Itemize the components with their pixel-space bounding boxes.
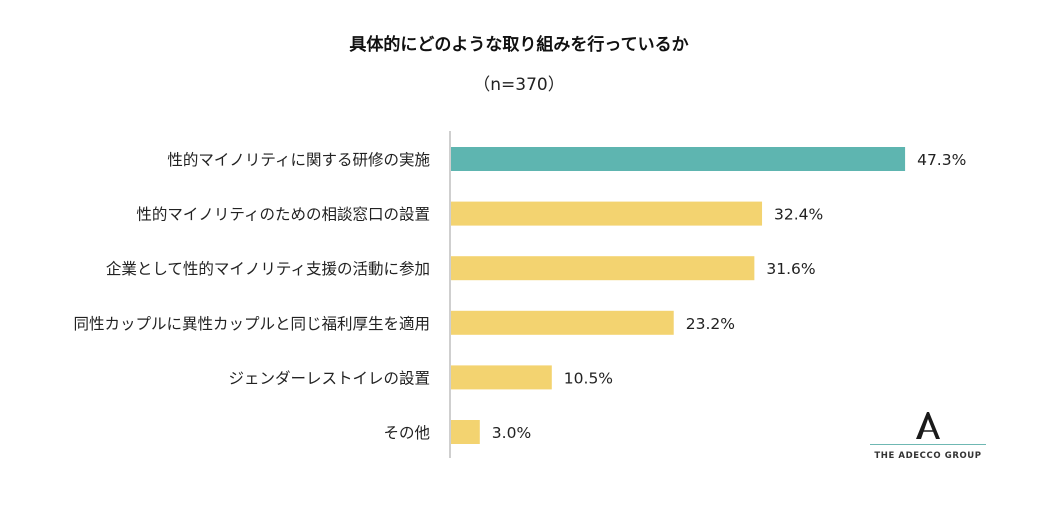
logo-text: THE ADECCO GROUP [874,451,982,461]
bar-2 [451,256,755,281]
category-label: ジェンダーレストイレの設置 [228,369,430,387]
category-label: 同性カップルに異性カップルと同じ福利厚生を適用 [73,315,430,333]
category-label: 企業として性的マイノリティ支援の活動に参加 [106,260,430,278]
value-label: 23.2% [686,315,735,333]
category-label: 性的マイノリティのための相談窓口の設置 [136,206,430,224]
bar-1 [451,201,763,226]
chart-subtitle: （n=370） [473,75,565,95]
adecco-a-logo-icon [916,412,940,439]
value-label: 3.0% [492,424,531,442]
logo-divider [870,444,986,445]
company-logo: THE ADECCO GROUP [870,410,986,461]
category-label: 性的マイノリティに関する研修の実施 [167,151,430,169]
bar-5 [451,420,480,444]
category-label: その他 [383,424,430,442]
value-label: 32.4% [774,206,823,224]
bar-0 [451,147,906,171]
chart-title: 具体的にどのような取り組みを行っているか [349,35,689,55]
bar-3 [451,310,674,335]
value-label: 10.5% [564,369,613,387]
value-label: 47.3% [917,151,966,169]
value-label: 31.6% [766,260,815,278]
bar-4 [451,365,552,390]
